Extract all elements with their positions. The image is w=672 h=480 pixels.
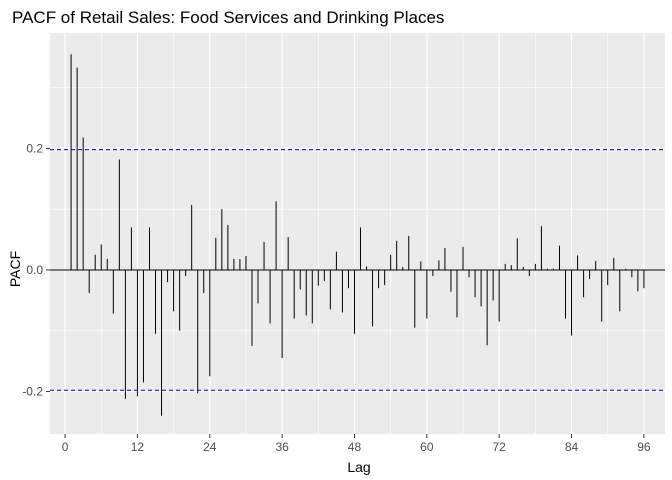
x-tick-label: 48 <box>348 440 362 454</box>
confidence-bounds <box>50 149 665 391</box>
x-tick-label: 12 <box>131 440 145 454</box>
y-tick-label: 0.2 <box>26 141 43 155</box>
pacf-bars <box>50 54 665 416</box>
x-axis-label: Lag <box>347 459 370 475</box>
x-tick-label: 36 <box>275 440 289 454</box>
x-tick-label: 84 <box>565 440 579 454</box>
x-tick-label: 24 <box>203 440 217 454</box>
x-axis-ticks: 0 12 24 36 48 60 72 84 96 <box>62 434 651 454</box>
y-axis-ticks: -0.2 0.0 0.2 <box>22 141 50 398</box>
y-axis-label: PACF <box>7 251 23 287</box>
y-tick-label: -0.2 <box>22 384 43 398</box>
y-tick-label: 0.0 <box>26 263 43 277</box>
x-tick-label: 0 <box>62 440 69 454</box>
chart-title: PACF of Retail Sales: Food Services and … <box>12 8 444 27</box>
x-tick-label: 60 <box>420 440 434 454</box>
plot-panel <box>50 33 665 434</box>
x-tick-label: 72 <box>493 440 507 454</box>
x-tick-label: 96 <box>637 440 651 454</box>
